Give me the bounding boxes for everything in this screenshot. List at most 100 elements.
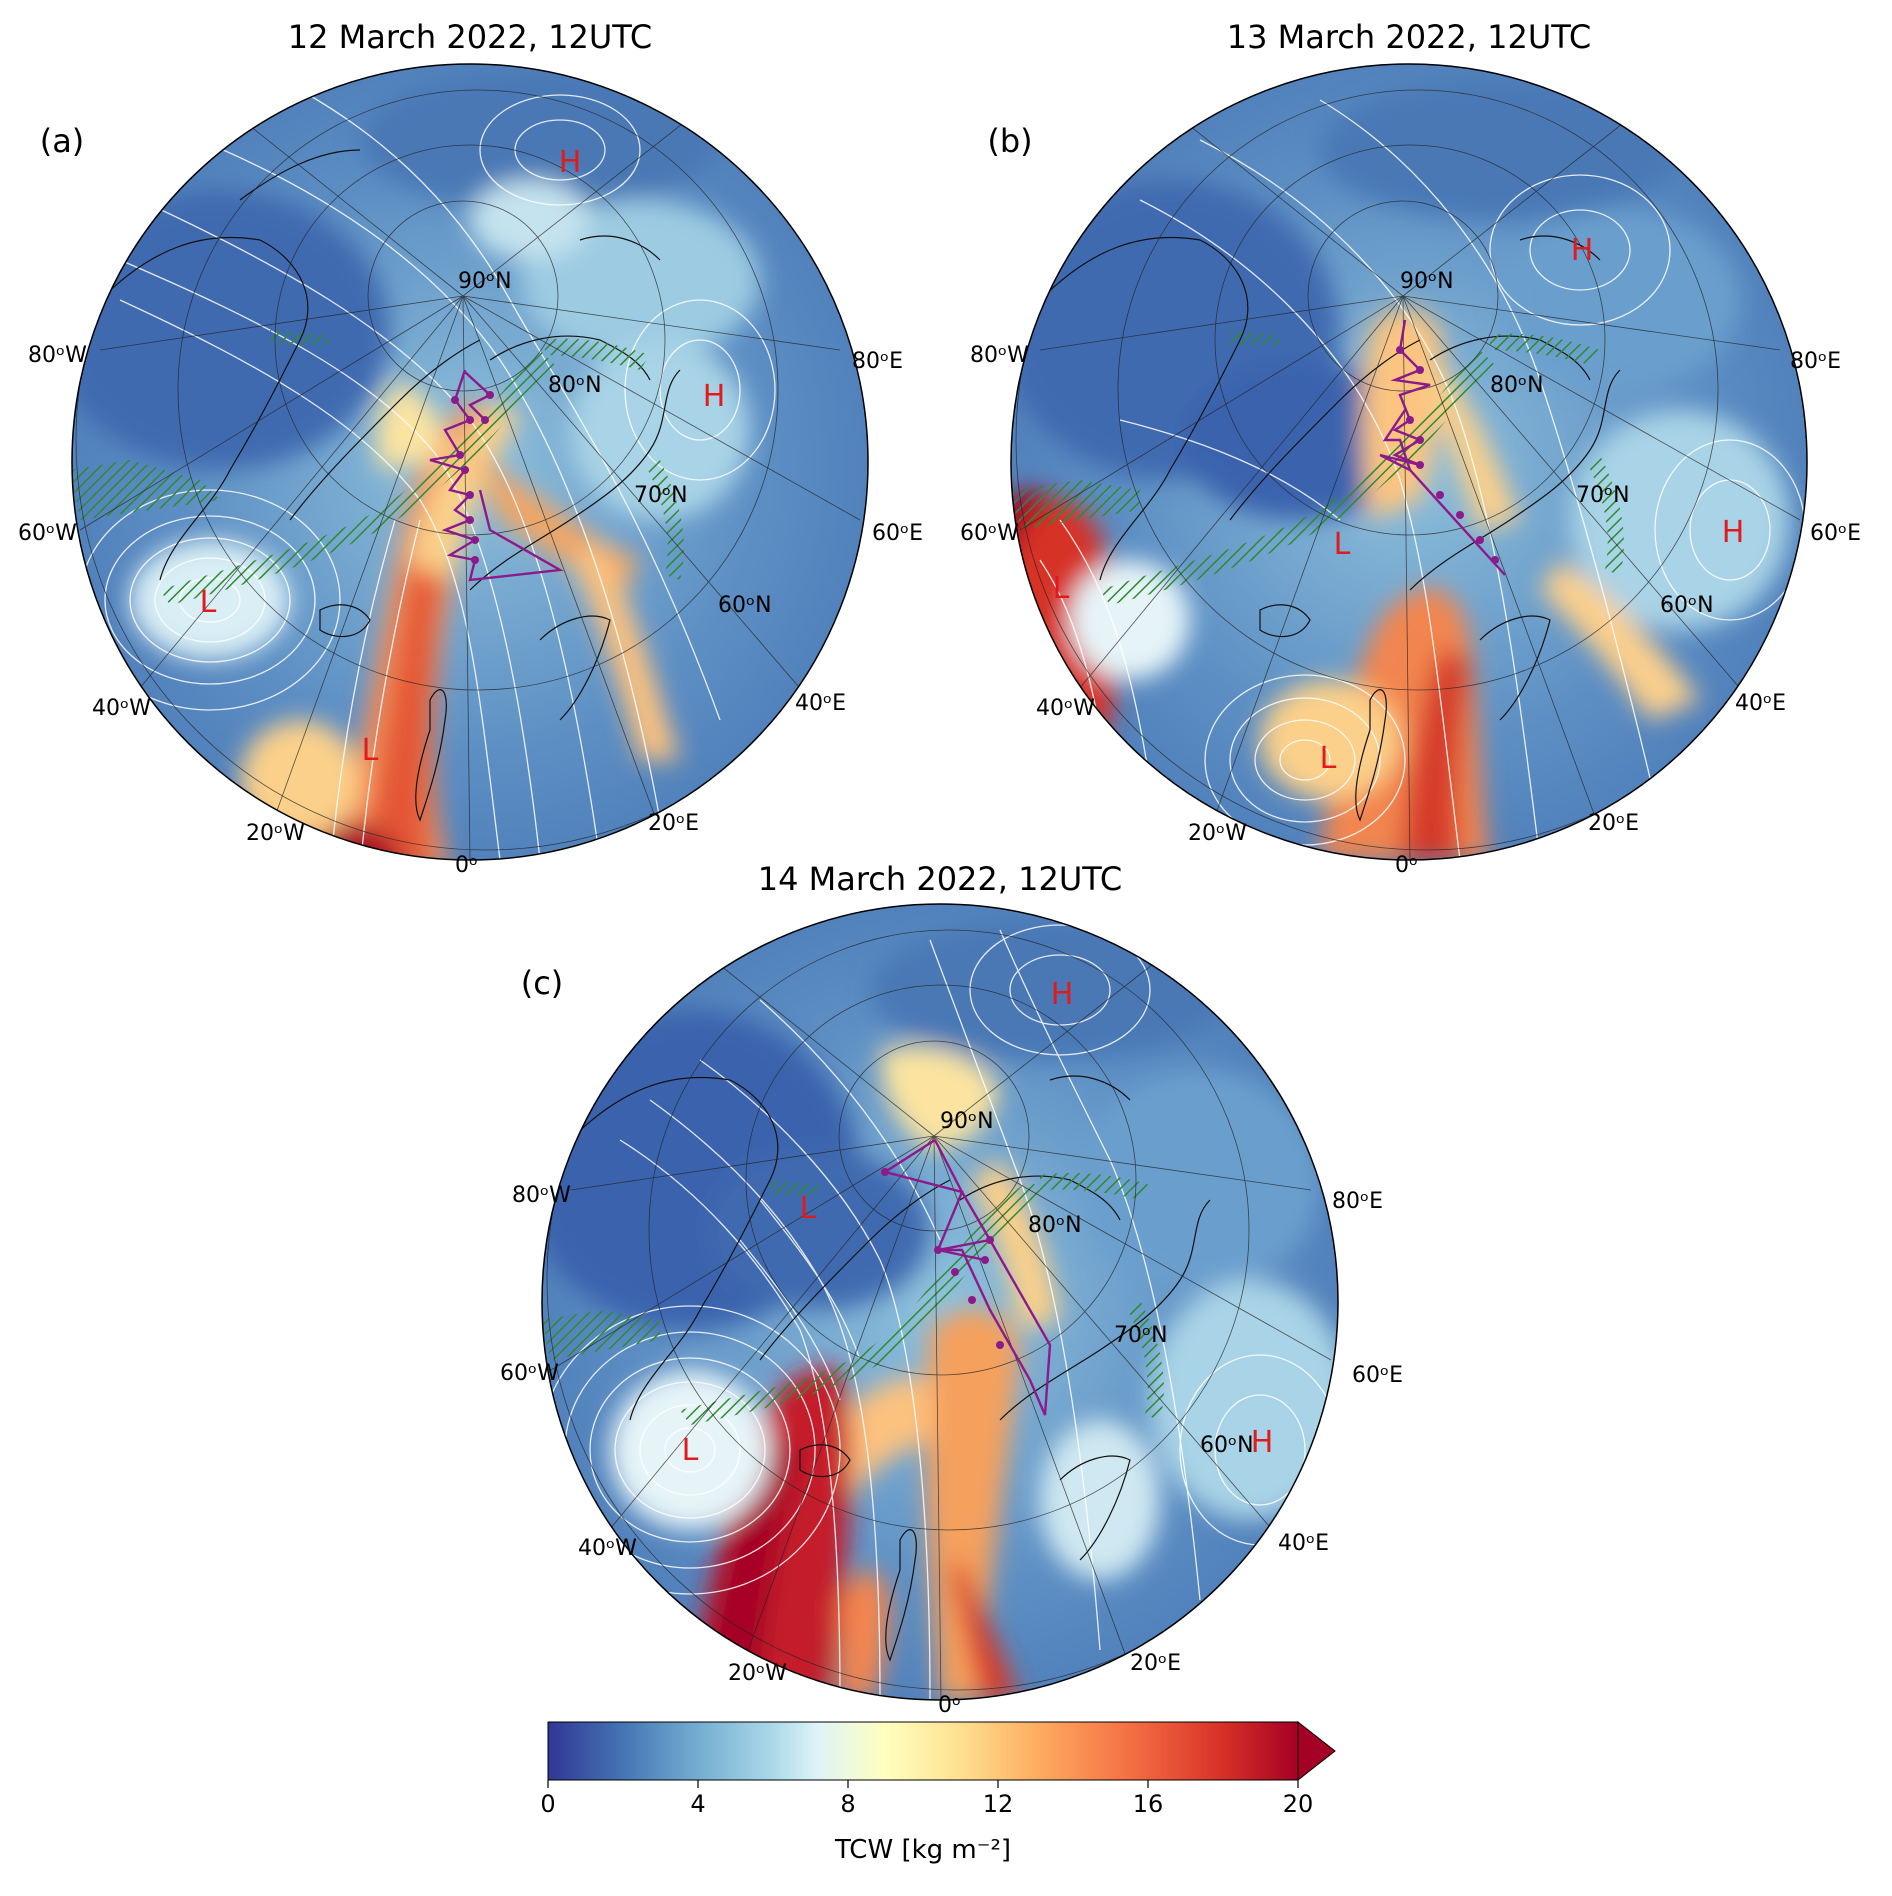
high-label: H <box>703 379 726 414</box>
lon-label-20e: 20ᵒE <box>1588 811 1639 836</box>
lat-labels: 90ᵒN 80ᵒN 70ᵒN 60ᵒN <box>940 1109 1254 1458</box>
low-label: L <box>362 733 379 768</box>
lat-label-60n: 60ᵒN <box>1200 1433 1254 1458</box>
flight-track-points <box>1396 346 1499 564</box>
lon-label-40w: 40ᵒW <box>1036 696 1095 721</box>
low-label: L <box>200 585 217 620</box>
lat-label-90n: 90ᵒN <box>940 1109 994 1134</box>
lon-labels: 80ᵒW 60ᵒW 40ᵒW 20ᵒW 0ᵒ 20ᵒE 40ᵒE 60ᵒE 80… <box>960 343 1861 878</box>
tcw-field <box>72 64 868 860</box>
colorbar-extend-arrow <box>1297 1720 1336 1782</box>
colorbar-tick-labels: 0 4 8 12 16 20 <box>540 1790 1313 1818</box>
high-label: H <box>559 145 582 180</box>
panel-title: 13 March 2022, 12UTC <box>1227 18 1592 56</box>
tcw-field <box>542 904 1338 1700</box>
lon-label-0: 0ᵒ <box>938 1693 961 1718</box>
lat-label-90n: 90ᵒN <box>1400 269 1454 294</box>
lon-label-60w: 60ᵒW <box>500 1361 559 1386</box>
lon-label-40w: 40ᵒW <box>578 1536 637 1561</box>
lon-label-20e: 20ᵒE <box>1130 1651 1181 1676</box>
colorbar-label: TCW [kg m⁻²] <box>834 1835 1011 1865</box>
lon-label-20e: 20ᵒE <box>648 811 699 836</box>
lat-label-60n: 60ᵒN <box>718 593 772 618</box>
lon-label-60w: 60ᵒW <box>960 521 1019 546</box>
coastlines <box>1039 235 1621 822</box>
lon-label-60e: 60ᵒE <box>872 521 923 546</box>
lat-label-80n: 80ᵒN <box>1028 1213 1082 1238</box>
pressure-centers: H H L L <box>200 145 726 768</box>
high-label: H <box>1722 515 1745 550</box>
pressure-centers: H H L L <box>682 977 1274 1468</box>
map-boundary <box>71 63 869 861</box>
lon-labels: 80ᵒW 60ᵒW 40ᵒW 20ᵒW 0ᵒ 20ᵒE 40ᵒE 60ᵒE 80… <box>18 343 923 878</box>
graticule <box>546 904 1338 1700</box>
flight-track-points <box>451 391 494 564</box>
lon-label-80e: 80ᵒE <box>1790 349 1841 374</box>
lon-label-80e: 80ᵒE <box>1332 1189 1383 1214</box>
lat-label-70n: 70ᵒN <box>1114 1323 1168 1348</box>
colorbar-tick-label: 0 <box>540 1790 555 1818</box>
lon-label-80w: 80ᵒW <box>512 1183 571 1208</box>
lon-label-80w: 80ᵒW <box>970 343 1029 368</box>
lon-labels: 80ᵒW 60ᵒW 40ᵒW 20ᵒW 0ᵒ 20ᵒE 40ᵒE 60ᵒE 80… <box>500 1183 1403 1718</box>
flight-track <box>882 1138 1052 1416</box>
map-boundary <box>1010 63 1808 861</box>
flight-track <box>1379 319 1506 576</box>
map-boundary <box>541 903 1339 1701</box>
lon-label-0: 0ᵒ <box>1395 853 1418 878</box>
panel-c: 14 March 2022, 12UTC (c) <box>500 860 1403 1718</box>
isobars <box>542 924 1338 1700</box>
lon-label-0: 0ᵒ <box>455 853 478 878</box>
low-label: L <box>1334 527 1351 562</box>
panel-a: 12 March 2022, 12UTC (a) <box>18 18 923 878</box>
lon-label-80w: 80ᵒW <box>28 343 87 368</box>
panel-title: 14 March 2022, 12UTC <box>758 860 1123 898</box>
lat-label-60n: 60ᵒN <box>1660 593 1714 618</box>
colorbar: 0 4 8 12 16 20 TCW [kg m⁻²] <box>540 1720 1336 1865</box>
sea-ice-edge <box>1011 330 1624 605</box>
lon-label-60e: 60ᵒE <box>1352 1363 1403 1388</box>
lon-label-60e: 60ᵒE <box>1810 521 1861 546</box>
lon-label-20w: 20ᵒW <box>246 821 305 846</box>
lon-label-20w: 20ᵒW <box>728 1661 787 1686</box>
lon-label-40e: 40ᵒE <box>795 691 846 716</box>
sea-ice-edge <box>542 1173 1164 1425</box>
low-label: L <box>800 1191 817 1226</box>
flight-track-points <box>881 1168 1004 1349</box>
panel-label: (a) <box>40 122 85 160</box>
flight-track <box>429 369 564 582</box>
high-label: H <box>1251 1425 1274 1460</box>
colorbar-ticks <box>547 1780 1299 1788</box>
lat-labels: 90ᵒN 80ᵒN 70ᵒN 60ᵒN <box>458 269 772 618</box>
lon-label-20w: 20ᵒW <box>1188 821 1247 846</box>
panel-b: 13 March 2022, 12UTC (b) <box>960 18 1861 878</box>
lon-label-40w: 40ᵒW <box>92 696 151 721</box>
panel-label: (b) <box>987 122 1032 160</box>
lon-label-40e: 40ᵒE <box>1735 691 1786 716</box>
panel-title: 12 March 2022, 12UTC <box>288 18 653 56</box>
lon-label-60w: 60ᵒW <box>18 521 77 546</box>
lon-label-80e: 80ᵒE <box>852 349 903 374</box>
colorbar-tick-label: 8 <box>840 1790 855 1818</box>
coastlines <box>569 1075 1211 1662</box>
lon-label-40e: 40ᵒE <box>1278 1531 1329 1556</box>
lat-label-70n: 70ᵒN <box>634 483 688 508</box>
lat-labels: 90ᵒN 80ᵒN 70ᵒN 60ᵒN <box>1400 269 1714 618</box>
tcw-field <box>1011 64 1807 860</box>
colorbar-tick-label: 20 <box>1283 1790 1314 1818</box>
pressure-centers: H H L L L <box>1053 233 1745 776</box>
high-label: H <box>1571 233 1594 268</box>
graticule <box>75 64 868 860</box>
lat-label-70n: 70ᵒN <box>1576 483 1630 508</box>
low-label: L <box>682 1433 699 1468</box>
colorbar-tick-label: 4 <box>690 1790 705 1818</box>
graticule <box>1015 64 1807 860</box>
lat-label-90n: 90ᵒN <box>458 269 512 294</box>
colorbar-tick-label: 16 <box>1133 1790 1164 1818</box>
colorbar-tick-label: 12 <box>983 1790 1014 1818</box>
lat-label-80n: 80ᵒN <box>1490 373 1544 398</box>
low-label: L <box>1320 741 1337 776</box>
high-label: H <box>1051 977 1074 1012</box>
low-label: L <box>1053 571 1070 606</box>
